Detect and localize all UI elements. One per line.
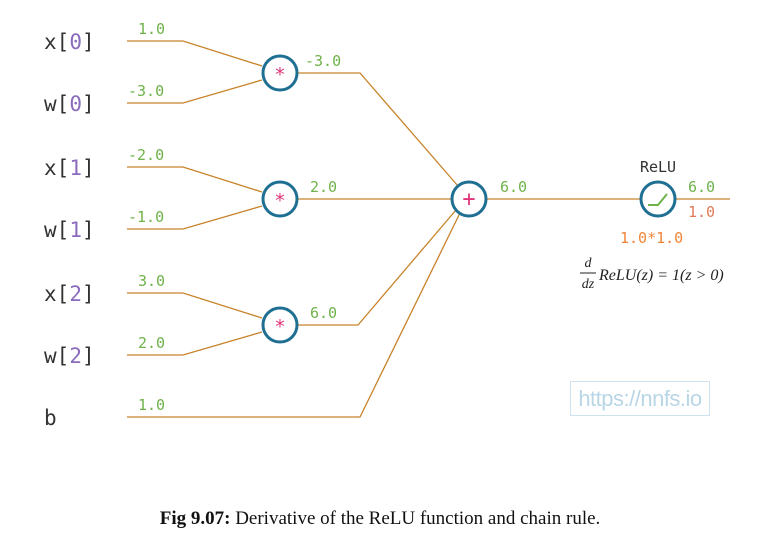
- wire-b: [127, 212, 461, 418]
- value-w2: 2.0: [138, 334, 165, 352]
- multiply-icon: *: [274, 190, 285, 212]
- wire-w1: [127, 205, 263, 230]
- chain-rule-product: 1.0*1.0: [620, 229, 683, 247]
- input-label-w0: w[0]: [44, 92, 95, 116]
- formula-numerator: d: [585, 256, 593, 271]
- input-label-w1: w[1]: [44, 218, 95, 242]
- value-w0: -3.0: [128, 82, 164, 100]
- value-b: 1.0: [138, 396, 165, 414]
- input-label-x0: x[0]: [44, 30, 95, 54]
- sum-ring: [450, 180, 488, 218]
- relu-gradient: 1.0: [688, 203, 715, 221]
- output-mul0: -3.0: [305, 52, 341, 70]
- relu-icon: [648, 193, 668, 206]
- output-mul2: 6.0: [310, 304, 337, 322]
- input-label-x2: x[2]: [44, 282, 95, 306]
- watermark: https://nnfs.io: [570, 381, 710, 416]
- value-w1: -1.0: [128, 208, 164, 226]
- computation-graph: x[0] w[0] x[1] w[1] x[2] w[2] b 1.0 -3.0…: [44, 20, 730, 430]
- input-label-x1: x[1]: [44, 156, 95, 180]
- formula-denominator: dz: [582, 277, 595, 292]
- input-label-b: b: [44, 406, 57, 430]
- input-label-w2: w[2]: [44, 344, 95, 368]
- formula-expression: ReLU(z) = 1(z > 0): [598, 267, 724, 284]
- output-relu: 6.0: [688, 178, 715, 196]
- wire-mul0-out: [298, 72, 459, 187]
- node-sum: +: [450, 180, 488, 218]
- wire-w2: [127, 331, 263, 356]
- wires: [127, 40, 730, 418]
- node-relu: [639, 180, 677, 218]
- wire-x2: [127, 292, 263, 319]
- mul0-ring: [261, 54, 299, 92]
- wire-x0: [127, 40, 263, 67]
- mul2-ring: [261, 306, 299, 344]
- caption-label: Fig 9.07:: [159, 508, 231, 529]
- relu-ring: [639, 180, 677, 218]
- wire-x1: [127, 166, 263, 193]
- value-x1: -2.0: [128, 146, 164, 164]
- figure-caption: Fig 9.07: Derivative of the ReLU functio…: [0, 508, 760, 530]
- value-x0: 1.0: [138, 20, 165, 38]
- node-mul1: *: [261, 180, 299, 218]
- multiply-icon: *: [274, 64, 285, 86]
- value-x2: 3.0: [138, 272, 165, 290]
- node-mul0: *: [261, 54, 299, 92]
- output-sum: 6.0: [500, 178, 527, 196]
- mul1-ring: [261, 180, 299, 218]
- relu-derivative-formula: d dz ReLU(z) = 1(z > 0): [580, 256, 724, 292]
- output-mul1: 2.0: [310, 178, 337, 196]
- caption-text: Derivative of the ReLU function and chai…: [230, 508, 601, 529]
- relu-label: ReLU: [640, 158, 676, 176]
- wire-mul2-out: [298, 209, 457, 326]
- multiply-icon: *: [274, 316, 285, 338]
- wire-w0: [127, 79, 263, 104]
- plus-icon: +: [462, 187, 475, 212]
- node-mul2: *: [261, 306, 299, 344]
